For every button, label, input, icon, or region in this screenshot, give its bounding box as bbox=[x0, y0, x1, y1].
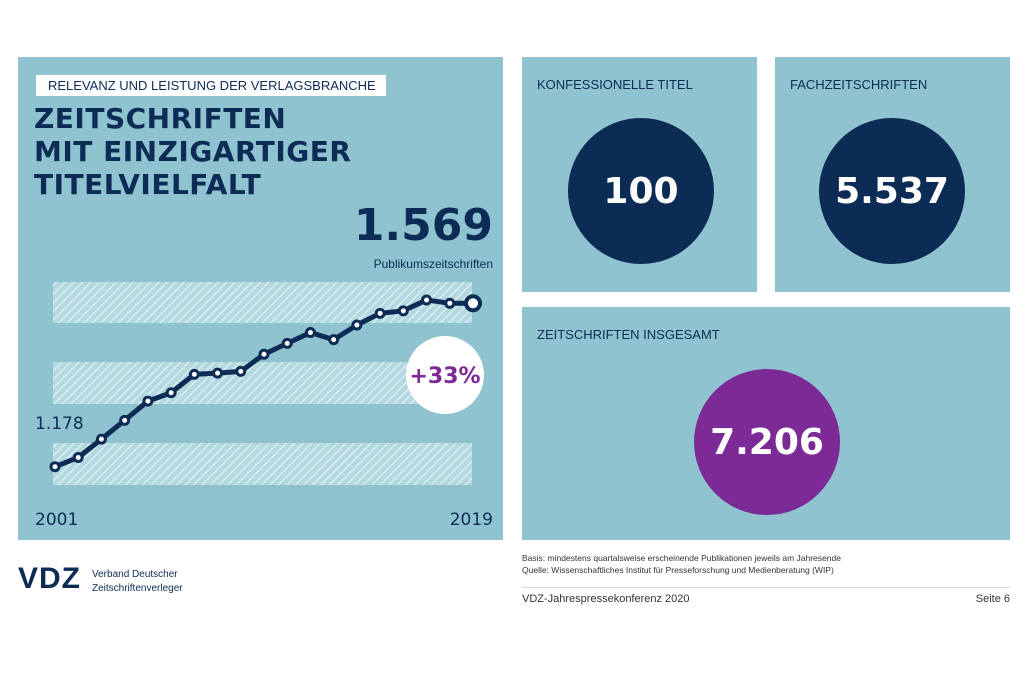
band bbox=[53, 443, 472, 485]
vdz-logo: VDZ bbox=[18, 562, 81, 595]
data-point-2012 bbox=[304, 327, 316, 339]
event-label: VDZ-Jahrespressekonferenz 2020 bbox=[522, 593, 690, 605]
panel-title: ZEITSCHRIFTEN INSGESAMT bbox=[537, 327, 720, 342]
x-tick-end: 2019 bbox=[449, 510, 493, 530]
panel-insgesamt: ZEITSCHRIFTEN INSGESAMT 7.206 bbox=[522, 307, 1010, 540]
panel-fachzeitschriften: FACHZEITSCHRIFTEN 5.537 bbox=[775, 57, 1010, 292]
start-value-label: 1.178 bbox=[35, 414, 84, 434]
title-line: TITELVIELFALT bbox=[34, 168, 262, 201]
page-title: ZEITSCHRIFTEN MIT EINZIGARTIGER TITELVIE… bbox=[34, 102, 351, 201]
data-point-2015 bbox=[374, 307, 386, 319]
page-number: Seite 6 bbox=[975, 593, 1010, 605]
org-line: Verband Deutscher bbox=[92, 569, 178, 580]
source-text: Quelle: Wissenschaftliches Institut für … bbox=[522, 565, 834, 575]
data-point-2014 bbox=[351, 319, 363, 331]
kicker-label: RELEVANZ UND LEISTUNG DER VERLAGSBRANCHE bbox=[36, 75, 386, 96]
value-circle: 7.206 bbox=[694, 369, 840, 515]
data-point-2018 bbox=[444, 297, 456, 309]
title-line: ZEITSCHRIFTEN bbox=[34, 102, 287, 135]
org-line: Zeitschriftenverleger bbox=[92, 583, 183, 594]
source-note: Basis: mindestens quartalsweise erschein… bbox=[522, 552, 841, 576]
data-point-2005 bbox=[142, 395, 154, 407]
data-point-2019 bbox=[464, 294, 482, 313]
data-point-2008 bbox=[212, 367, 224, 379]
divider bbox=[522, 587, 1010, 588]
data-point-2013 bbox=[328, 334, 340, 346]
value-circle: 5.537 bbox=[819, 118, 965, 264]
data-point-2006 bbox=[165, 387, 177, 399]
band bbox=[53, 362, 472, 404]
data-point-2003 bbox=[95, 433, 107, 445]
data-point-2017 bbox=[421, 294, 433, 306]
line-chart: +33% 1.178 bbox=[35, 282, 484, 485]
data-point-2002 bbox=[72, 452, 84, 464]
left-panel: RELEVANZ UND LEISTUNG DER VERLAGSBRANCHE… bbox=[18, 57, 503, 540]
basis-text: Basis: mindestens quartalsweise erschein… bbox=[522, 553, 841, 563]
org-name: Verband Deutscher Zeitschriftenverleger bbox=[92, 568, 183, 596]
title-line: MIT EINZIGARTIGER bbox=[34, 135, 352, 168]
data-point-2004 bbox=[119, 414, 131, 426]
data-point-2001 bbox=[49, 461, 61, 473]
growth-badge-circle bbox=[406, 336, 484, 414]
panel-konfessionelle: KONFESSIONELLE TITEL 100 bbox=[522, 57, 757, 292]
big-number-label: Publikumszeitschriften bbox=[373, 257, 493, 271]
x-tick-start: 2001 bbox=[35, 510, 79, 530]
panel-title: KONFESSIONELLE TITEL bbox=[537, 77, 693, 92]
big-number: 1.569 bbox=[353, 200, 493, 251]
value-circle: 100 bbox=[568, 118, 714, 264]
band bbox=[53, 282, 472, 323]
data-point-2007 bbox=[188, 368, 200, 380]
data-point-2016 bbox=[397, 305, 409, 317]
panel-title: FACHZEITSCHRIFTEN bbox=[790, 77, 928, 92]
data-point-2009 bbox=[235, 365, 247, 377]
growth-badge: +33% bbox=[409, 364, 480, 389]
data-point-2011 bbox=[281, 337, 293, 349]
data-point-2010 bbox=[258, 348, 270, 360]
